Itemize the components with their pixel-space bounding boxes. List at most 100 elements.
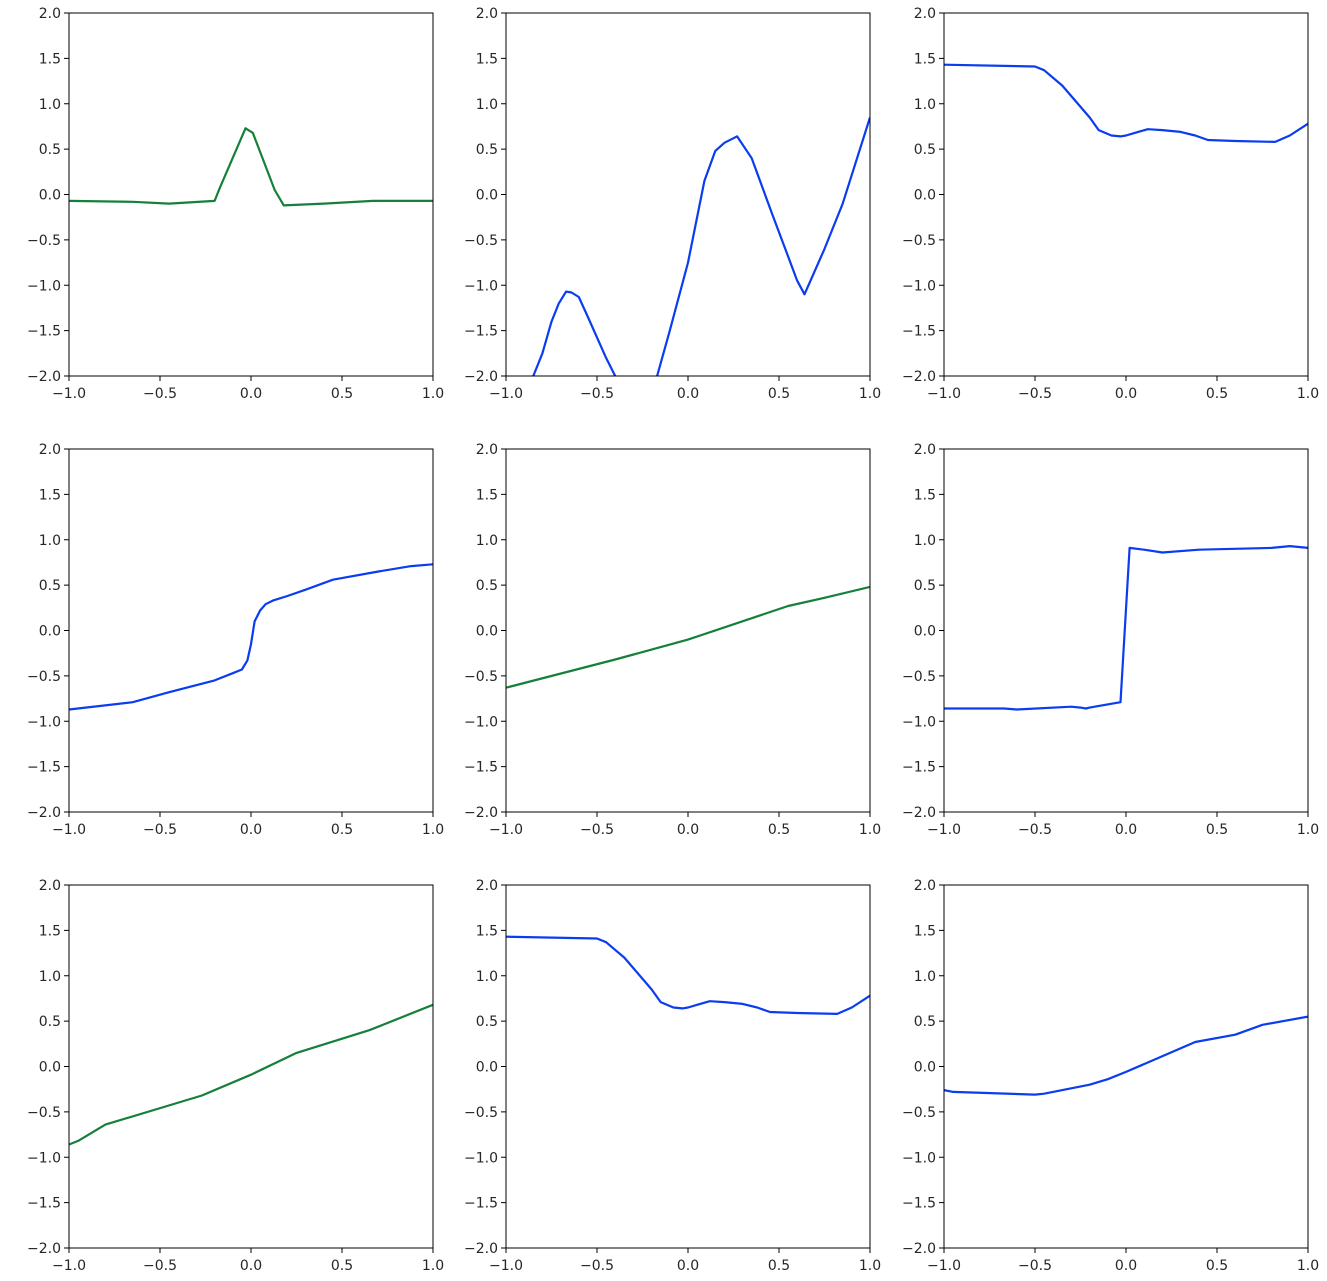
x-tick-label: −1.0 <box>927 1258 961 1274</box>
y-tick-label: −0.5 <box>902 233 936 249</box>
y-tick-label: 2.0 <box>39 878 61 894</box>
x-tick-label: 0.5 <box>768 822 790 838</box>
y-tick-label: 0.5 <box>476 1014 498 1030</box>
y-tick-label: 2.0 <box>39 6 61 22</box>
y-tick-label: −1.5 <box>902 324 936 340</box>
x-tick-label: −0.5 <box>143 822 177 838</box>
y-tick-label: 2.0 <box>476 6 498 22</box>
axes-frame <box>505 12 871 377</box>
y-tick-label: 0.0 <box>39 188 61 204</box>
y-tick-label: 0.5 <box>914 578 936 594</box>
y-tick-label: 1.0 <box>39 969 61 985</box>
series-line <box>506 935 870 1015</box>
series-line <box>69 127 433 207</box>
x-tick-label: 0.0 <box>240 822 262 838</box>
y-tick-label: 1.5 <box>914 487 936 503</box>
y-tick-label: −1.5 <box>464 760 498 776</box>
y-tick-label: 2.0 <box>39 442 61 458</box>
x-tick-label: 0.0 <box>1115 1258 1137 1274</box>
y-tick-label: −2.0 <box>464 805 498 821</box>
x-tick-label: 0.5 <box>1206 386 1228 402</box>
y-tick-label: 0.5 <box>476 578 498 594</box>
subplot-1-3: 2.01.51.00.50.0−0.5−1.0−1.5−2.0−1.0 −0.5 0… <box>902 6 1319 402</box>
x-tick-label: 0.5 <box>1206 1258 1228 1274</box>
x-tick-label: −0.5 <box>1018 1258 1052 1274</box>
x-tick-label: 0.0 <box>677 822 699 838</box>
subplot-3-2: 2.01.51.00.50.0−0.5−1.0−1.5−2.0−1.0 −0.5 0… <box>464 878 881 1274</box>
y-tick-label: 1.5 <box>39 923 61 939</box>
y-tick-label: 2.0 <box>476 878 498 894</box>
y-tick-label: 1.0 <box>39 533 61 549</box>
y-tick-label: −0.5 <box>464 233 498 249</box>
x-tick-label: 0.5 <box>331 1258 353 1274</box>
y-tick-label: −1.0 <box>27 1150 61 1166</box>
x-tick-label: −1.0 <box>52 1258 86 1274</box>
y-tick-label: 1.5 <box>914 51 936 67</box>
y-tick-label: −1.5 <box>464 324 498 340</box>
y-tick-label: 1.0 <box>914 97 936 113</box>
y-tick-label: −1.0 <box>464 714 498 730</box>
x-tick-label: −1.0 <box>52 822 86 838</box>
subplot-2-3: 2.01.51.00.50.0−0.5−1.0−1.5−2.0−1.0 −0.5 0… <box>902 442 1319 838</box>
y-tick-label: −1.5 <box>902 1196 936 1212</box>
subplot-1-1: 2.01.51.00.50.0−0.5−1.0−1.5−2.0−1.0 −0.5 0… <box>27 6 444 402</box>
x-tick-label: 0.5 <box>768 386 790 402</box>
x-tick-label: 1.0 <box>422 822 444 838</box>
x-tick-label: −0.5 <box>143 386 177 402</box>
y-tick-label: 0.0 <box>39 1060 61 1076</box>
subplot-1-2: 2.01.51.00.50.0−0.5−1.0−1.5−2.0−1.0 −0.5 0… <box>464 6 881 402</box>
x-tick-label: 1.0 <box>859 1258 881 1274</box>
x-tick-label: 0.0 <box>240 386 262 402</box>
y-tick-label: −1.0 <box>27 278 61 294</box>
x-tick-label: 0.5 <box>1206 822 1228 838</box>
y-tick-label: 0.5 <box>914 142 936 158</box>
subplot-2-1: 2.01.51.00.50.0−0.5−1.0−1.5−2.0−1.0 −0.5 0… <box>27 442 444 838</box>
x-tick-label: −0.5 <box>1018 386 1052 402</box>
y-tick-label: 0.5 <box>914 1014 936 1030</box>
y-tick-label: −1.5 <box>464 1196 498 1212</box>
y-tick-label: 1.0 <box>914 969 936 985</box>
y-tick-label: 0.0 <box>476 188 498 204</box>
y-tick-label: 0.5 <box>39 1014 61 1030</box>
x-tick-label: 0.0 <box>1115 822 1137 838</box>
y-tick-label: 0.5 <box>39 142 61 158</box>
y-tick-label: 2.0 <box>476 442 498 458</box>
y-tick-label: 1.0 <box>476 969 498 985</box>
y-tick-label: −2.0 <box>902 1241 936 1257</box>
y-tick-label: −2.0 <box>902 805 936 821</box>
y-tick-label: 1.5 <box>476 923 498 939</box>
y-tick-label: 1.0 <box>476 533 498 549</box>
x-tick-label: 0.5 <box>768 1258 790 1274</box>
axes-frame <box>505 884 871 1249</box>
y-tick-label: 2.0 <box>914 6 936 22</box>
x-tick-label: 1.0 <box>422 386 444 402</box>
y-tick-label: 0.5 <box>476 142 498 158</box>
x-tick-label: −0.5 <box>580 822 614 838</box>
y-tick-label: 1.0 <box>476 97 498 113</box>
y-tick-label: 2.0 <box>914 442 936 458</box>
y-tick-label: 1.5 <box>476 487 498 503</box>
series-line <box>944 63 1308 143</box>
x-tick-label: −1.0 <box>489 1258 523 1274</box>
y-tick-label: −1.0 <box>902 714 936 730</box>
x-tick-label: −0.5 <box>1018 822 1052 838</box>
axes-frame <box>68 448 434 813</box>
x-tick-label: −1.0 <box>927 386 961 402</box>
y-tick-label: −2.0 <box>27 369 61 385</box>
x-tick-label: −0.5 <box>143 1258 177 1274</box>
y-tick-label: −1.0 <box>902 278 936 294</box>
y-tick-label: −2.0 <box>902 369 936 385</box>
x-tick-label: 0.0 <box>1115 386 1137 402</box>
x-tick-label: 1.0 <box>859 822 881 838</box>
y-tick-label: −1.5 <box>27 324 61 340</box>
y-tick-label: −1.0 <box>464 1150 498 1166</box>
y-tick-label: 0.0 <box>39 624 61 640</box>
y-tick-label: 1.0 <box>914 533 936 549</box>
x-tick-label: 0.0 <box>677 386 699 402</box>
y-tick-label: 1.5 <box>39 487 61 503</box>
x-tick-label: −1.0 <box>489 822 523 838</box>
y-tick-label: −0.5 <box>27 669 61 685</box>
x-tick-label: 0.0 <box>677 1258 699 1274</box>
y-tick-label: 1.5 <box>476 51 498 67</box>
